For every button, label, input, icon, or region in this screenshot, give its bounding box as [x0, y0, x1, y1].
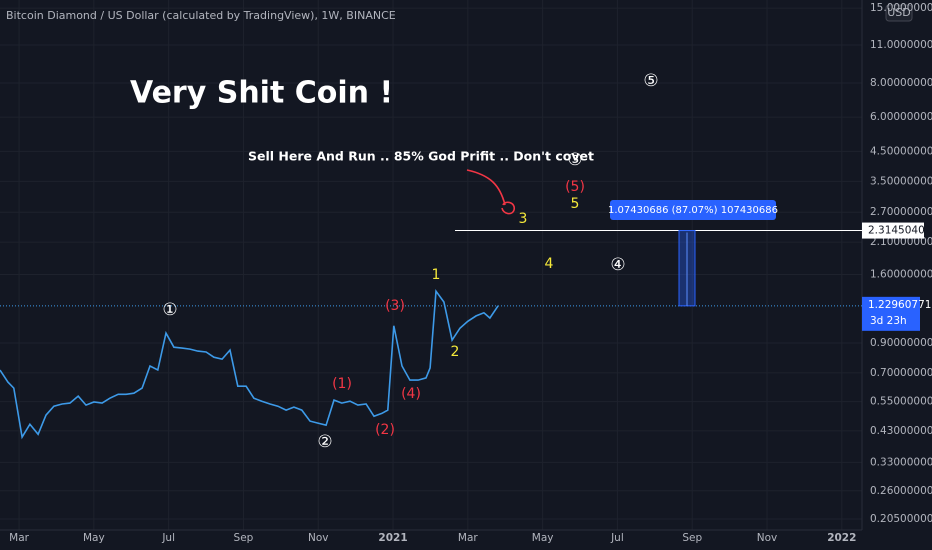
measure-label: 1.07430686 (87.07%) 107430686	[608, 205, 778, 216]
wave-label: 5	[571, 196, 580, 212]
target-label: 2.31450402	[868, 225, 931, 237]
x-tick-label: Mar	[9, 532, 29, 544]
chart-title: Bitcoin Diamond / US Dollar (calculated …	[6, 9, 396, 22]
wave-label: ③	[567, 150, 582, 170]
price-line	[0, 288, 499, 440]
wave-label: 2	[451, 344, 460, 360]
last-price-label: 1.22960771	[868, 299, 931, 311]
note-arrow-head	[501, 201, 515, 215]
wave-label: (3)	[385, 298, 405, 314]
wave-label: (4)	[401, 386, 421, 402]
last-price-badge	[862, 296, 920, 331]
y-tick-label: 0.90000000	[870, 337, 932, 349]
y-tick-label: 15.00000000	[870, 2, 932, 14]
y-tick-label: 0.43000000	[870, 425, 932, 437]
x-tick-label: Mar	[458, 532, 478, 544]
x-tick-label: Sep	[234, 532, 254, 544]
note-arrow	[466, 169, 506, 206]
x-tick-label: Nov	[308, 532, 329, 544]
x-tick-label: Jul	[161, 532, 175, 544]
wave-label: ⑤	[643, 71, 658, 91]
y-tick-label: 3.50000000	[870, 175, 932, 187]
countdown: 3d 23h	[870, 315, 907, 327]
measure-badge	[610, 200, 776, 220]
y-tick-label: 0.26000000	[870, 485, 932, 497]
x-tick-label: 2021	[378, 532, 407, 544]
wave-label: (5)	[565, 179, 585, 195]
x-tick-label: Nov	[757, 532, 778, 544]
wave-label: ④	[610, 255, 625, 275]
grid	[0, 0, 862, 530]
currency: USD	[887, 6, 911, 19]
y-tick-label: 1.60000000	[870, 269, 932, 281]
headline: Very Shit Coin !	[130, 76, 393, 111]
wave-label: ②	[317, 432, 332, 452]
y-tick-label: 0.33000000	[870, 456, 932, 468]
y-tick-label: 0.70000000	[870, 367, 932, 379]
wave-label: (1)	[332, 376, 352, 392]
y-tick-label: 0.55000000	[870, 396, 932, 408]
y-tick-label: 4.50000000	[870, 145, 932, 157]
y-tick-label: 6.00000000	[870, 111, 932, 123]
wave-label: 4	[545, 256, 554, 272]
x-tick-label: May	[532, 532, 554, 544]
y-tick-label: 2.10000000	[870, 236, 932, 248]
x-tick-label: 2022	[827, 532, 856, 544]
wave-label: 1	[432, 267, 441, 283]
y-tick-label: 2.70000000	[870, 206, 932, 218]
x-tick-label: May	[83, 532, 105, 544]
wave-label: (2)	[375, 422, 395, 438]
x-tick-label: Sep	[682, 532, 702, 544]
wave-label: ①	[162, 300, 177, 320]
x-tick-label: Jul	[610, 532, 624, 544]
y-tick-label: 0.20500000	[870, 513, 932, 525]
target-badge	[862, 222, 924, 239]
currency-badge[interactable]	[885, 4, 913, 22]
y-tick-label: 8.00000000	[870, 77, 932, 89]
y-tick-label: 11.00000000	[870, 39, 932, 51]
note: Sell Here And Run .. 85% God Prifit .. D…	[248, 149, 594, 164]
wave-label: 3	[519, 211, 528, 227]
